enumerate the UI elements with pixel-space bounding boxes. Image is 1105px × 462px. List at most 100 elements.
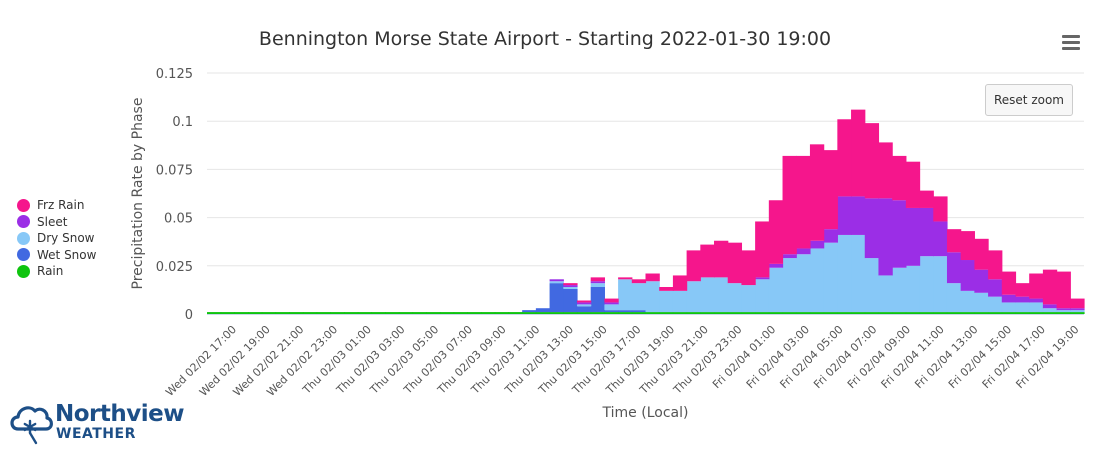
data-bar	[1029, 302, 1044, 313]
data-bar	[1056, 310, 1071, 313]
data-bar	[467, 312, 482, 314]
data-bar	[864, 312, 880, 314]
data-bar	[439, 312, 455, 314]
series-sleet	[549, 196, 1085, 311]
data-bar	[700, 312, 715, 314]
x-axis-title: Time (Local)	[602, 405, 689, 421]
data-bar	[782, 258, 797, 313]
data-bar	[1070, 310, 1085, 313]
data-bar	[1001, 294, 1017, 303]
data-bar	[755, 221, 770, 278]
data-bar	[1001, 312, 1017, 314]
y-tick-label: 0.05	[164, 212, 193, 227]
data-bar	[864, 258, 880, 313]
data-bar	[1029, 273, 1044, 299]
hamburger-line	[1062, 47, 1080, 50]
data-bar	[988, 312, 1003, 314]
legend-label: Wet Snow	[37, 247, 97, 262]
data-bar	[974, 238, 989, 270]
data-bar	[1015, 283, 1030, 297]
data-bar	[645, 273, 660, 282]
data-bar	[905, 161, 921, 208]
y-tick-label: 0.075	[156, 163, 193, 178]
data-bar	[248, 312, 263, 314]
data-bar	[809, 240, 825, 249]
data-bar	[1056, 312, 1071, 314]
data-bar	[618, 277, 633, 280]
data-bar	[220, 312, 236, 314]
y-tick-label: 0	[185, 308, 193, 323]
legend-marker	[17, 248, 30, 262]
data-bar	[809, 248, 825, 313]
data-bar	[796, 155, 811, 249]
data-bar	[905, 207, 921, 266]
series-rain	[207, 312, 1085, 314]
data-bar	[645, 312, 660, 314]
data-bar	[604, 302, 619, 305]
data-bar	[1029, 312, 1044, 314]
data-bar	[796, 254, 811, 313]
data-bar	[234, 312, 249, 314]
chart-menu-button[interactable]	[1058, 32, 1084, 54]
data-bar	[905, 265, 921, 313]
data-bar	[796, 312, 811, 314]
data-bar	[919, 256, 934, 313]
data-bar	[1015, 302, 1030, 313]
data-bar	[618, 310, 633, 313]
data-bar	[563, 312, 578, 314]
data-bar	[590, 283, 605, 288]
data-bar	[316, 312, 331, 314]
data-bar	[837, 119, 852, 197]
data-bar	[549, 279, 564, 282]
data-bar	[549, 312, 564, 314]
reset-zoom-button[interactable]: Reset zoom	[985, 84, 1073, 116]
data-bar	[946, 312, 962, 314]
data-bar	[727, 242, 743, 284]
data-bar	[631, 279, 647, 284]
data-bar	[727, 312, 743, 314]
data-bar	[960, 231, 975, 261]
data-bar	[686, 312, 701, 314]
cloud-snowflake-icon	[10, 406, 53, 445]
data-bar	[659, 312, 674, 314]
data-bar	[1056, 308, 1071, 311]
data-bar	[755, 277, 770, 280]
data-bar	[686, 250, 701, 282]
y-tick-label: 0.125	[156, 67, 193, 82]
data-bar	[714, 312, 729, 314]
data-bar	[823, 242, 838, 313]
data-bar	[988, 279, 1003, 297]
legend-item-dry-snow[interactable]: Dry Snow	[17, 230, 96, 247]
data-bar	[933, 196, 948, 222]
legend-item-sleet[interactable]: Sleet	[17, 214, 96, 231]
data-bar	[645, 281, 660, 313]
legend-item-rain[interactable]: Rain	[17, 263, 96, 280]
data-bar	[960, 260, 975, 291]
data-bar	[878, 275, 893, 313]
data-bar	[1015, 312, 1030, 314]
data-bar	[933, 256, 948, 313]
data-bar	[974, 269, 989, 293]
data-bar	[207, 312, 222, 314]
data-bar	[330, 312, 345, 314]
data-bar	[604, 298, 619, 303]
data-bar	[686, 281, 701, 313]
data-bar	[768, 312, 784, 314]
legend-item-frz-rain[interactable]: Frz Rain	[17, 197, 96, 214]
data-bar	[823, 229, 838, 243]
data-bar	[302, 312, 318, 314]
data-bar	[837, 196, 852, 235]
data-bar	[631, 310, 647, 313]
data-bar	[946, 283, 962, 313]
legend-item-wet-snow[interactable]: Wet Snow	[17, 247, 96, 264]
data-bar	[535, 312, 551, 314]
data-bar	[1070, 308, 1085, 311]
data-bar	[618, 312, 633, 314]
data-bar	[809, 144, 825, 241]
data-bar	[919, 190, 934, 208]
data-bar	[453, 312, 468, 314]
data-bar	[659, 290, 674, 313]
legend-label: Frz Rain	[37, 198, 85, 213]
data-bar	[385, 312, 400, 314]
data-bar	[700, 244, 715, 278]
